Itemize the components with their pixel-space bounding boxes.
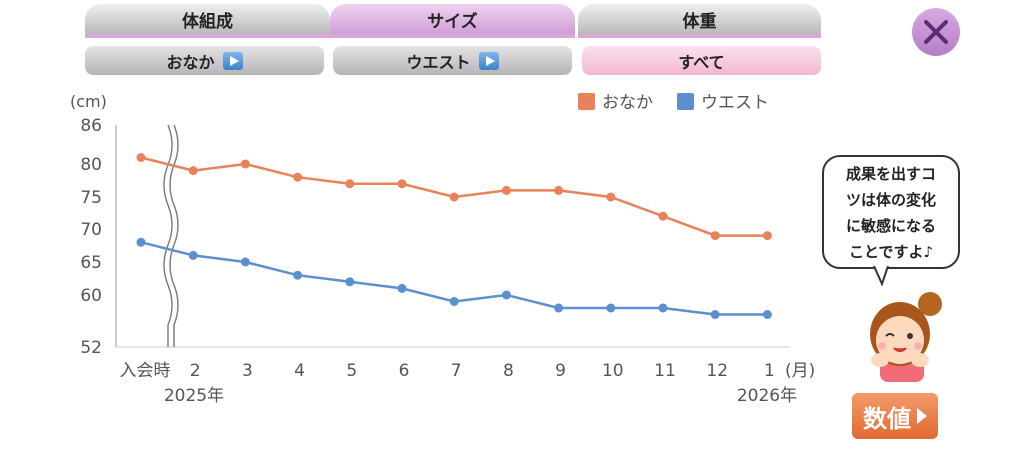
x-tick-label: 2 [190, 361, 201, 381]
y-tick-label: 86 [80, 116, 102, 136]
y-tick-label: 70 [80, 220, 102, 240]
x-tick-label: 11 [654, 361, 676, 381]
x-tick-label: 6 [399, 361, 410, 381]
data-point [501, 185, 511, 195]
play-icon [478, 51, 499, 70]
data-point [449, 192, 459, 202]
year-label-end: 2026年 [737, 386, 797, 406]
x-axis-unit-label: (月) [785, 361, 815, 381]
data-point [606, 303, 616, 313]
data-point [606, 192, 616, 202]
play-icon [917, 408, 927, 424]
subtab-all-label: すべて [678, 52, 725, 72]
x-tick-label: 5 [346, 361, 357, 381]
size-line-chart: (cm) 86 80 75 70 65 60 52 入会時 2 3 4 5 6 7 8 9 10 11 12 1 (月) 2… [70, 92, 815, 406]
legend-label: ウエスト [701, 93, 769, 113]
data-point [762, 310, 772, 319]
tab-size[interactable]: サイズ [330, 4, 575, 38]
x-tick-label: 12 [706, 361, 728, 381]
data-point [240, 159, 250, 169]
subtab-onaka-label: おなか [166, 52, 215, 72]
x-tick-label: 4 [294, 361, 305, 381]
axis-break-mark [169, 124, 179, 347]
data-point [397, 283, 407, 293]
bubble-tail [873, 266, 889, 286]
y-tick-label: 52 [80, 338, 102, 358]
data-point [554, 303, 564, 313]
bubble-line: に敏感になる [845, 217, 936, 235]
data-point [293, 172, 303, 182]
subtab-onaka[interactable]: おなか [85, 46, 324, 75]
subtab-waist[interactable]: ウエスト [333, 46, 572, 75]
legend-label: おなか [602, 93, 653, 113]
axis-break-mark [163, 124, 173, 347]
x-tick-label: 1 [764, 361, 775, 381]
data-point [136, 153, 146, 162]
subtab-all[interactable]: すべて [582, 46, 821, 75]
data-point [449, 297, 459, 306]
y-tick-label: 75 [80, 188, 102, 208]
data-point [710, 231, 720, 241]
y-axis-unit-label: (cm) [70, 92, 107, 111]
data-point [188, 250, 198, 260]
y-tick-label: 60 [80, 286, 102, 306]
data-point [293, 270, 303, 280]
data-point [188, 166, 198, 176]
numbers-button[interactable]: 数値 [852, 393, 938, 439]
data-point [762, 231, 772, 241]
close-button[interactable] [912, 8, 960, 56]
play-icon [222, 51, 243, 70]
data-point [397, 179, 407, 189]
legend-swatch [677, 93, 694, 110]
data-point [710, 310, 720, 319]
y-tick-label: 65 [80, 253, 102, 273]
data-point [240, 257, 250, 267]
data-point [658, 303, 668, 313]
x-tick-label: 入会時 [120, 361, 171, 381]
x-tick-label: 8 [503, 361, 514, 381]
x-tick-label: 7 [451, 361, 462, 381]
data-point [658, 211, 668, 221]
x-tick-label: 10 [602, 361, 624, 381]
x-tick-label: 9 [555, 361, 566, 381]
y-tick-label: 80 [80, 155, 102, 175]
data-point [345, 277, 355, 287]
subtab-waist-label: ウエスト [406, 52, 471, 72]
year-label-start: 2025年 [164, 386, 224, 406]
data-point [501, 290, 511, 300]
bubble-line: 成果を出すコ [845, 165, 936, 183]
x-tick-label: 3 [242, 361, 253, 381]
data-point [345, 179, 355, 189]
data-point [554, 185, 564, 195]
tab-body-composition[interactable]: 体組成 [85, 4, 330, 38]
mascot-girl-icon [870, 292, 942, 382]
tab-weight[interactable]: 体重 [578, 4, 821, 38]
data-point [136, 237, 146, 247]
numbers-button-label: 数値 [863, 404, 911, 433]
bubble-line: ことですよ♪ [848, 243, 934, 261]
bubble-line: ツは体の変化 [845, 191, 936, 209]
advice-speech-bubble: 成果を出すコ ツは体の変化 に敏感になる ことですよ♪ [822, 155, 960, 269]
legend-swatch [578, 93, 595, 110]
close-icon [924, 20, 948, 44]
